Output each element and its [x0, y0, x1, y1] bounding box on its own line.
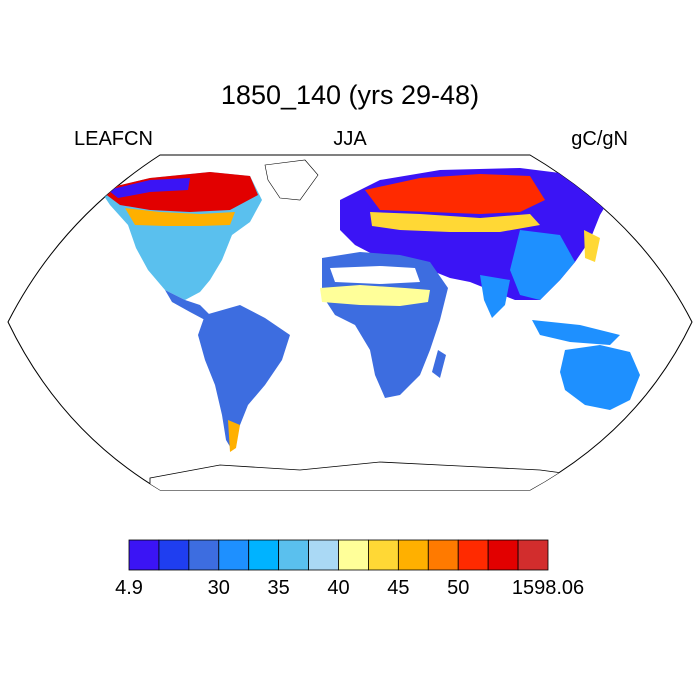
sahara-band — [320, 285, 430, 306]
colorbar-label: 1598.06 — [511, 577, 585, 599]
colorbar-label: 45 — [387, 577, 410, 599]
colorbar-box — [248, 539, 280, 571]
north-america-north — [100, 172, 258, 212]
units-label: gC/gN — [571, 128, 628, 150]
colorbar-box — [278, 539, 309, 571]
colorbar-label: 35 — [267, 577, 290, 599]
australia — [560, 345, 640, 410]
map-title: 1850_140 (yrs 29-48) — [220, 80, 480, 110]
south-america-south — [228, 420, 240, 452]
madagascar — [432, 350, 446, 378]
japan — [584, 230, 600, 262]
antarctica — [149, 461, 601, 490]
indonesia — [532, 320, 620, 345]
colorbar-box — [457, 539, 489, 571]
siberia-band-yellow — [370, 212, 540, 232]
colorbar-box — [487, 539, 519, 571]
greenland — [264, 159, 319, 201]
season-label: JJA — [333, 128, 367, 150]
east-asia — [510, 230, 575, 300]
colorbar-box — [218, 539, 250, 571]
north-america-blue — [108, 178, 190, 198]
colorbar-label: 40 — [327, 577, 350, 599]
colorbar-box — [308, 539, 339, 571]
colorbar-label: 50 — [447, 577, 470, 599]
sahara-white — [330, 266, 420, 284]
central-america — [165, 290, 210, 320]
variable-label: LEAFCN — [74, 128, 153, 150]
colorbar-box — [427, 539, 459, 571]
india — [480, 275, 510, 318]
colorbar-box — [517, 539, 549, 571]
colorbar-box — [188, 539, 220, 571]
south-america — [198, 305, 290, 450]
siberia-band — [365, 174, 545, 214]
colorbar-box — [158, 539, 190, 571]
colorbar-box — [338, 539, 369, 571]
colorbar-box — [397, 539, 429, 571]
north-america-band — [125, 208, 235, 226]
colorbar-label: 30 — [207, 577, 230, 599]
colorbar-box — [128, 539, 160, 571]
colorbar-label: 4.9 — [115, 577, 143, 599]
colorbar-box — [368, 539, 399, 571]
